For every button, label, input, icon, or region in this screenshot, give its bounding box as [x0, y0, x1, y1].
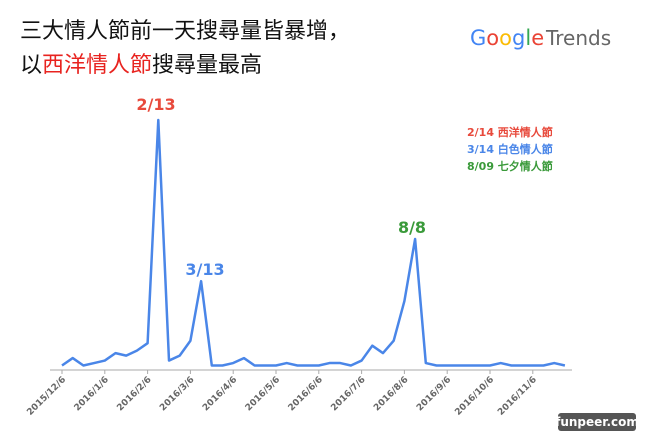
x-tick-label: 2016/4/6 [201, 375, 239, 413]
x-tick-label: 2016/11/6 [496, 375, 539, 418]
annotation: 8/8 [398, 218, 426, 237]
title-part: 以 [20, 53, 42, 78]
legend-entry: 3/14 白色情人節 [467, 142, 553, 156]
chart-title: 以西洋情人節搜尋量最高 [20, 53, 262, 78]
logo-trends: Trends [545, 26, 611, 50]
x-tick-label: 2015/12/6 [25, 375, 68, 418]
line [61, 118, 566, 367]
x-tick-label: 2016/3/6 [158, 375, 196, 413]
x-tick-label: 2016/1/6 [73, 375, 111, 413]
x-tick-label: 2016/7/6 [329, 375, 367, 413]
x-tick-label: 2016/2/6 [115, 375, 153, 413]
x-tick-label: 2016/8/6 [372, 375, 410, 413]
x-tick-label: 2016/9/6 [415, 375, 453, 413]
logo-google: Google [470, 26, 544, 50]
watermark: funpeer.com [555, 415, 639, 429]
x-tick-label: 2016/5/6 [244, 375, 282, 413]
title-part: 搜尋量最高 [152, 53, 262, 78]
x-tick-label: 2016/6/6 [287, 375, 325, 413]
legend-entry: 8/09 七夕情人節 [467, 159, 553, 173]
chart-title: 三大情人節前一天搜尋量皆暴增， [20, 19, 350, 44]
annotation: 2/13 [136, 95, 175, 114]
watermark-bg [558, 413, 636, 431]
annotation: 3/13 [185, 260, 224, 279]
x-tick-label: 2016/10/6 [453, 375, 496, 418]
title-highlight: 西洋情人節 [42, 53, 152, 78]
legend-entry: 2/14 西洋情人節 [467, 125, 553, 139]
